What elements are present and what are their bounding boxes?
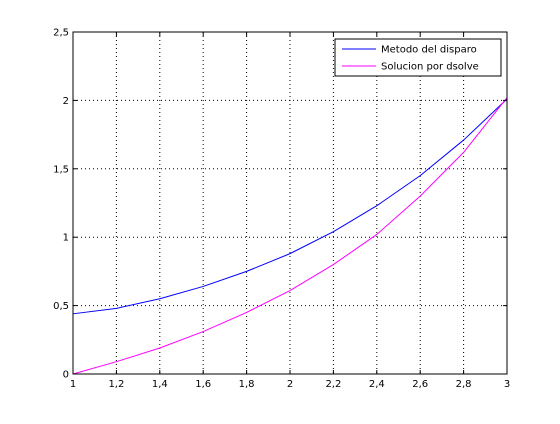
y-tick-label: 2: [63, 96, 69, 107]
legend-label-series-1: Solucion por dsolve: [381, 62, 479, 73]
series-layer: [72, 97, 508, 375]
x-tick-label: 1,4: [152, 379, 168, 390]
legend-box: [334, 38, 502, 77]
x-tick-label: 2,2: [325, 379, 341, 390]
series-line-1: [72, 97, 508, 375]
x-tick-label: 3: [504, 379, 510, 390]
series-line-0: [72, 98, 508, 315]
x-tick-label: 2: [287, 379, 293, 390]
plot-frame: [72, 31, 508, 375]
x-tick-label: 2,6: [412, 379, 428, 390]
y-tick-label: 1,5: [53, 164, 69, 175]
y-tick-label: 2,5: [53, 28, 69, 39]
x-tick-label: 1,6: [195, 379, 211, 390]
grid: [73, 32, 507, 374]
x-tick-label: 1: [70, 379, 76, 390]
y-tick-label: 1: [63, 233, 69, 244]
legend: Metodo del disparo Solucion por dsolve: [334, 38, 502, 77]
x-tick-label: 2,8: [456, 379, 472, 390]
x-tick-label: 1,2: [108, 379, 124, 390]
y-tick-label: 0,5: [53, 301, 69, 312]
x-tick-label: 1,8: [239, 379, 255, 390]
x-tick-label: 2,4: [369, 379, 385, 390]
y-tick-label: 0: [63, 370, 69, 381]
legend-label-series-0: Metodo del disparo: [381, 45, 477, 56]
ticks: 1 1,2 1,4 1,6 1,8 2 2,2 2,4 2,6 2,8 3 0 0,5 1 1,5 2 2,5: [53, 28, 510, 391]
